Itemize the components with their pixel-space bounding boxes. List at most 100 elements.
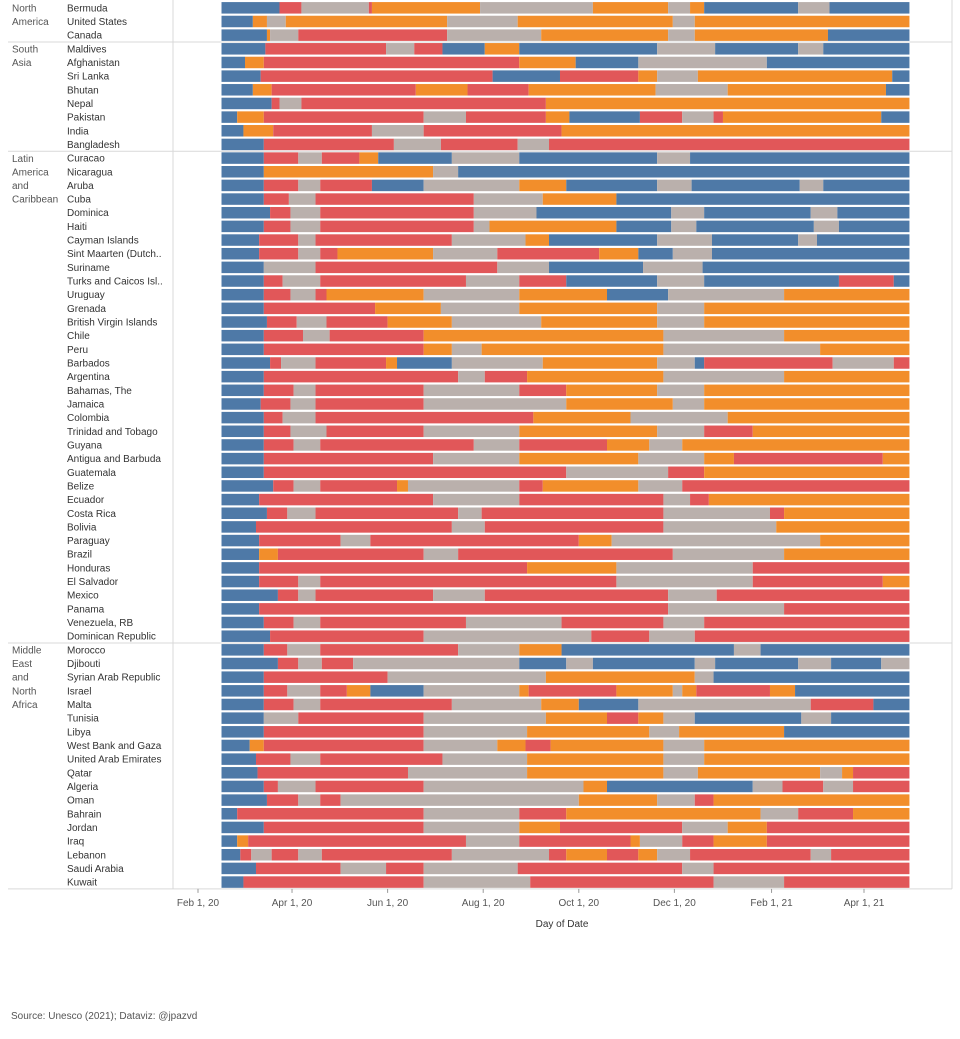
bar-segment-red — [591, 630, 650, 642]
country-label: Paraguay — [67, 536, 110, 547]
bar-segment-gray — [451, 152, 520, 164]
x-tick-label: Apr 1, 20 — [272, 898, 313, 909]
bar-segment-gray — [663, 739, 705, 752]
x-tick-label: Feb 1, 20 — [177, 898, 220, 909]
bar-segment-blue — [221, 712, 264, 724]
country-label: Bahamas, The — [67, 386, 132, 397]
country-label: Uruguay — [67, 290, 105, 301]
bar-segment-gray — [423, 288, 520, 301]
region-label: Middle — [12, 646, 42, 657]
bar-segment-orange — [697, 70, 893, 82]
bar-segment-red — [696, 685, 770, 697]
bar-segment-gray — [465, 835, 520, 847]
bar-segment-blue — [536, 206, 672, 219]
bar-segment-blue — [827, 29, 910, 41]
bar-segment-gray — [671, 220, 697, 233]
bar-segment-red — [263, 56, 520, 69]
bar-segment-red — [519, 808, 567, 820]
bar-segment-gray — [480, 2, 593, 14]
bar-segment-gray — [694, 671, 714, 683]
bar-segment-gray — [657, 275, 705, 287]
bar-segment-orange — [820, 343, 910, 356]
bar-segment-red — [519, 384, 567, 397]
bar-segment-gray — [423, 862, 518, 875]
bar-segment-red — [263, 644, 288, 656]
bar-segment-blue — [221, 644, 264, 656]
bar-segment-blue — [873, 698, 910, 711]
bar-segment-orange — [252, 84, 272, 96]
bar-segment-gray — [657, 43, 716, 55]
bar-segment-red — [320, 275, 466, 287]
bar-segment-gray — [298, 152, 322, 164]
bar-segment-gray — [663, 753, 705, 765]
bar-segment-gray — [638, 56, 767, 69]
bar-segment-gray — [423, 739, 498, 752]
country-label: Guatemala — [67, 468, 116, 479]
bar-segment-blue — [221, 466, 264, 479]
bar-segment-orange — [497, 739, 526, 752]
x-tick-label: Oct 1, 20 — [559, 898, 600, 909]
bar-segment-gray — [301, 2, 369, 14]
bar-segment-orange — [541, 29, 669, 41]
bar-segment-red — [320, 753, 443, 765]
bar-segment-blue — [221, 370, 264, 383]
bar-segment-red — [255, 753, 291, 765]
bar-segment-red — [320, 206, 474, 219]
bar-segment-red — [370, 534, 579, 547]
bar-segment-red — [320, 247, 338, 260]
bar-segment-gray — [473, 193, 543, 205]
bar-segment-orange — [682, 439, 910, 451]
bar-segment-blue — [221, 562, 260, 574]
bar-segment-gray — [458, 507, 482, 519]
bar-segment-red — [263, 193, 289, 205]
bar-segment-red — [329, 329, 424, 342]
bar-segment-red — [298, 29, 448, 41]
bar-segment-red — [561, 616, 664, 629]
bar-segment-gray — [616, 575, 753, 588]
bar-segment-red — [321, 152, 360, 164]
bar-segment-gray — [810, 206, 838, 219]
bar-segment-blue — [704, 206, 811, 219]
bar-segment-gray — [798, 234, 817, 246]
bar-segment-orange — [519, 425, 658, 438]
bar-segment-red — [315, 234, 452, 246]
bar-segment-blue — [816, 234, 910, 246]
country-label: Peru — [67, 345, 88, 356]
bar-segment-red — [298, 712, 424, 724]
bar-segment-gray — [386, 43, 415, 55]
region-label: North — [12, 4, 36, 15]
bar-segment-blue — [221, 247, 260, 260]
country-label: British Virgin Islands — [67, 318, 157, 329]
bar-segment-orange — [561, 125, 910, 137]
bar-segment-gray — [447, 29, 542, 41]
bar-segment-gray — [639, 835, 683, 847]
bar-segment-orange — [252, 15, 267, 28]
region-label: North — [12, 686, 36, 697]
bar-segment-orange — [346, 685, 371, 697]
bar-segment-red — [481, 507, 664, 519]
bar-segment-red — [263, 138, 394, 151]
bar-segment-gray — [263, 261, 316, 274]
bar-segment-orange — [337, 247, 434, 260]
bar-segment-blue — [221, 138, 264, 151]
bar-segment-blue — [221, 302, 264, 315]
bar-segment-blue — [370, 685, 424, 697]
bar-segment-red — [315, 507, 459, 519]
bar-segment-gray — [655, 84, 728, 96]
country-label: Bangladesh — [67, 140, 120, 151]
country-label: Turks and Caicos Isl.. — [67, 277, 163, 288]
bar-segment-red — [784, 876, 910, 888]
bar-segment-gray — [671, 206, 705, 219]
bar-segment-gray — [423, 780, 584, 793]
bar-segment-red — [320, 575, 617, 588]
bar-segment-gray — [823, 780, 854, 793]
country-label: Jordan — [67, 823, 98, 834]
country-label: Cuba — [67, 195, 91, 206]
bar-segment-orange — [359, 152, 379, 164]
bar-segment-gray — [447, 15, 518, 28]
bar-segment-gray — [566, 466, 669, 479]
bar-segment-red — [639, 111, 683, 123]
bar-segment-blue — [221, 97, 272, 110]
bar-segment-red — [266, 316, 297, 328]
country-label: Djibouti — [67, 659, 100, 670]
